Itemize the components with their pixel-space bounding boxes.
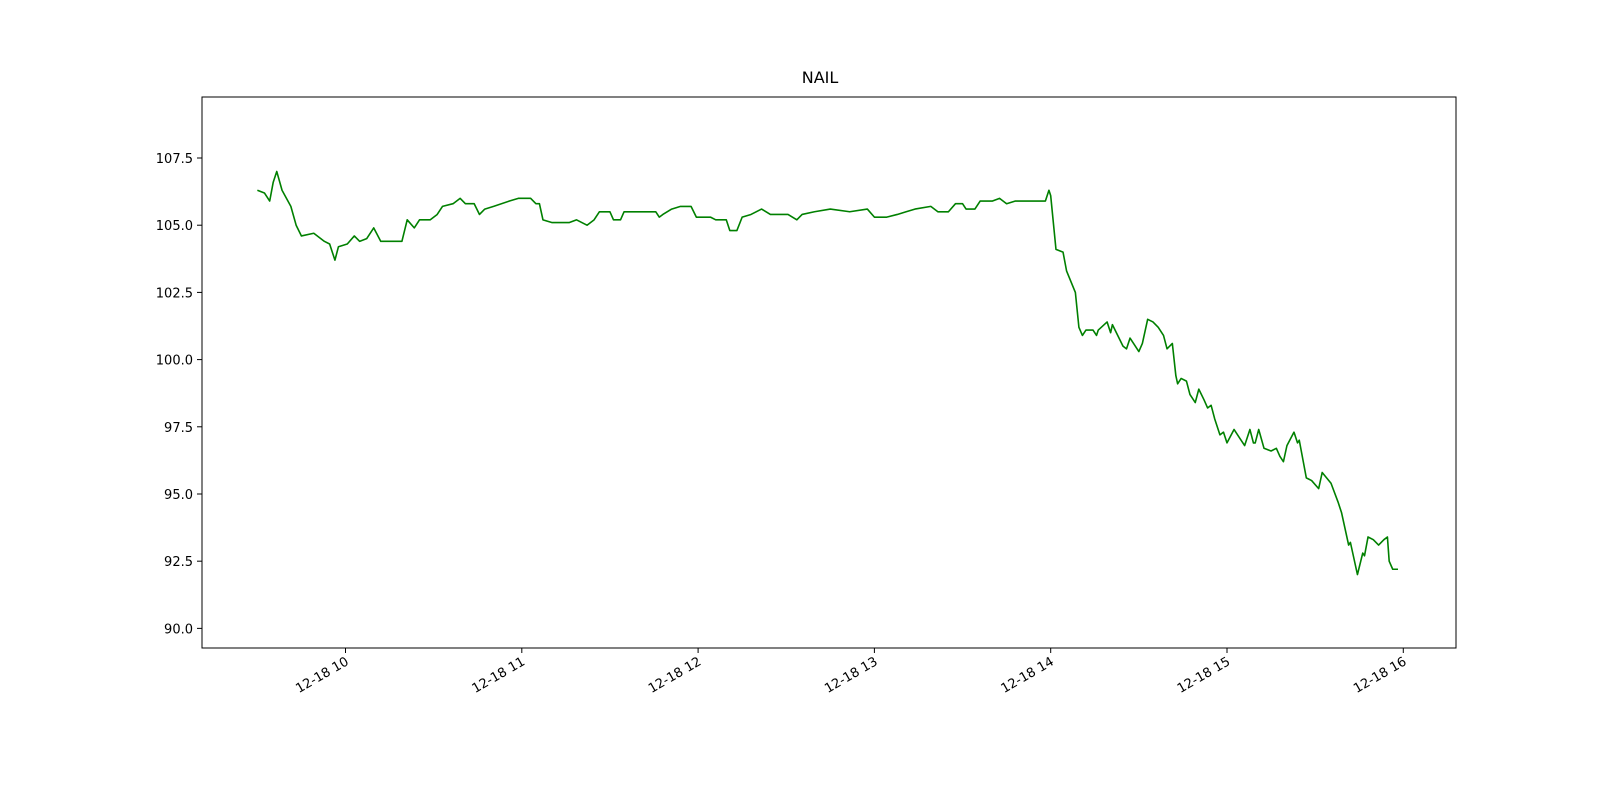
x-tick-label: 12-18 11	[470, 654, 528, 696]
y-tick-label: 92.5	[164, 555, 193, 570]
x-tick-label: 12-18 16	[1351, 654, 1409, 696]
x-tick-label: 12-18 10	[293, 654, 351, 696]
x-tick-label: 12-18 12	[646, 654, 704, 696]
y-tick-label: 90.0	[164, 622, 193, 637]
y-tick-label: 100.0	[156, 354, 193, 369]
y-tick-label: 105.0	[156, 219, 193, 234]
y-tick-label: 102.5	[156, 286, 193, 301]
y-tick-label: 97.5	[164, 421, 193, 436]
x-tick-label: 12-18 13	[822, 654, 880, 696]
x-tick-label: 12-18 15	[1175, 654, 1233, 696]
x-tick-label: 12-18 14	[999, 654, 1057, 696]
y-tick-label: 107.5	[156, 152, 193, 167]
chart-title: NAIL	[802, 68, 839, 87]
price-line	[257, 170, 1398, 576]
y-tick-label: 95.0	[164, 488, 193, 503]
plot-frame	[201, 96, 1457, 649]
